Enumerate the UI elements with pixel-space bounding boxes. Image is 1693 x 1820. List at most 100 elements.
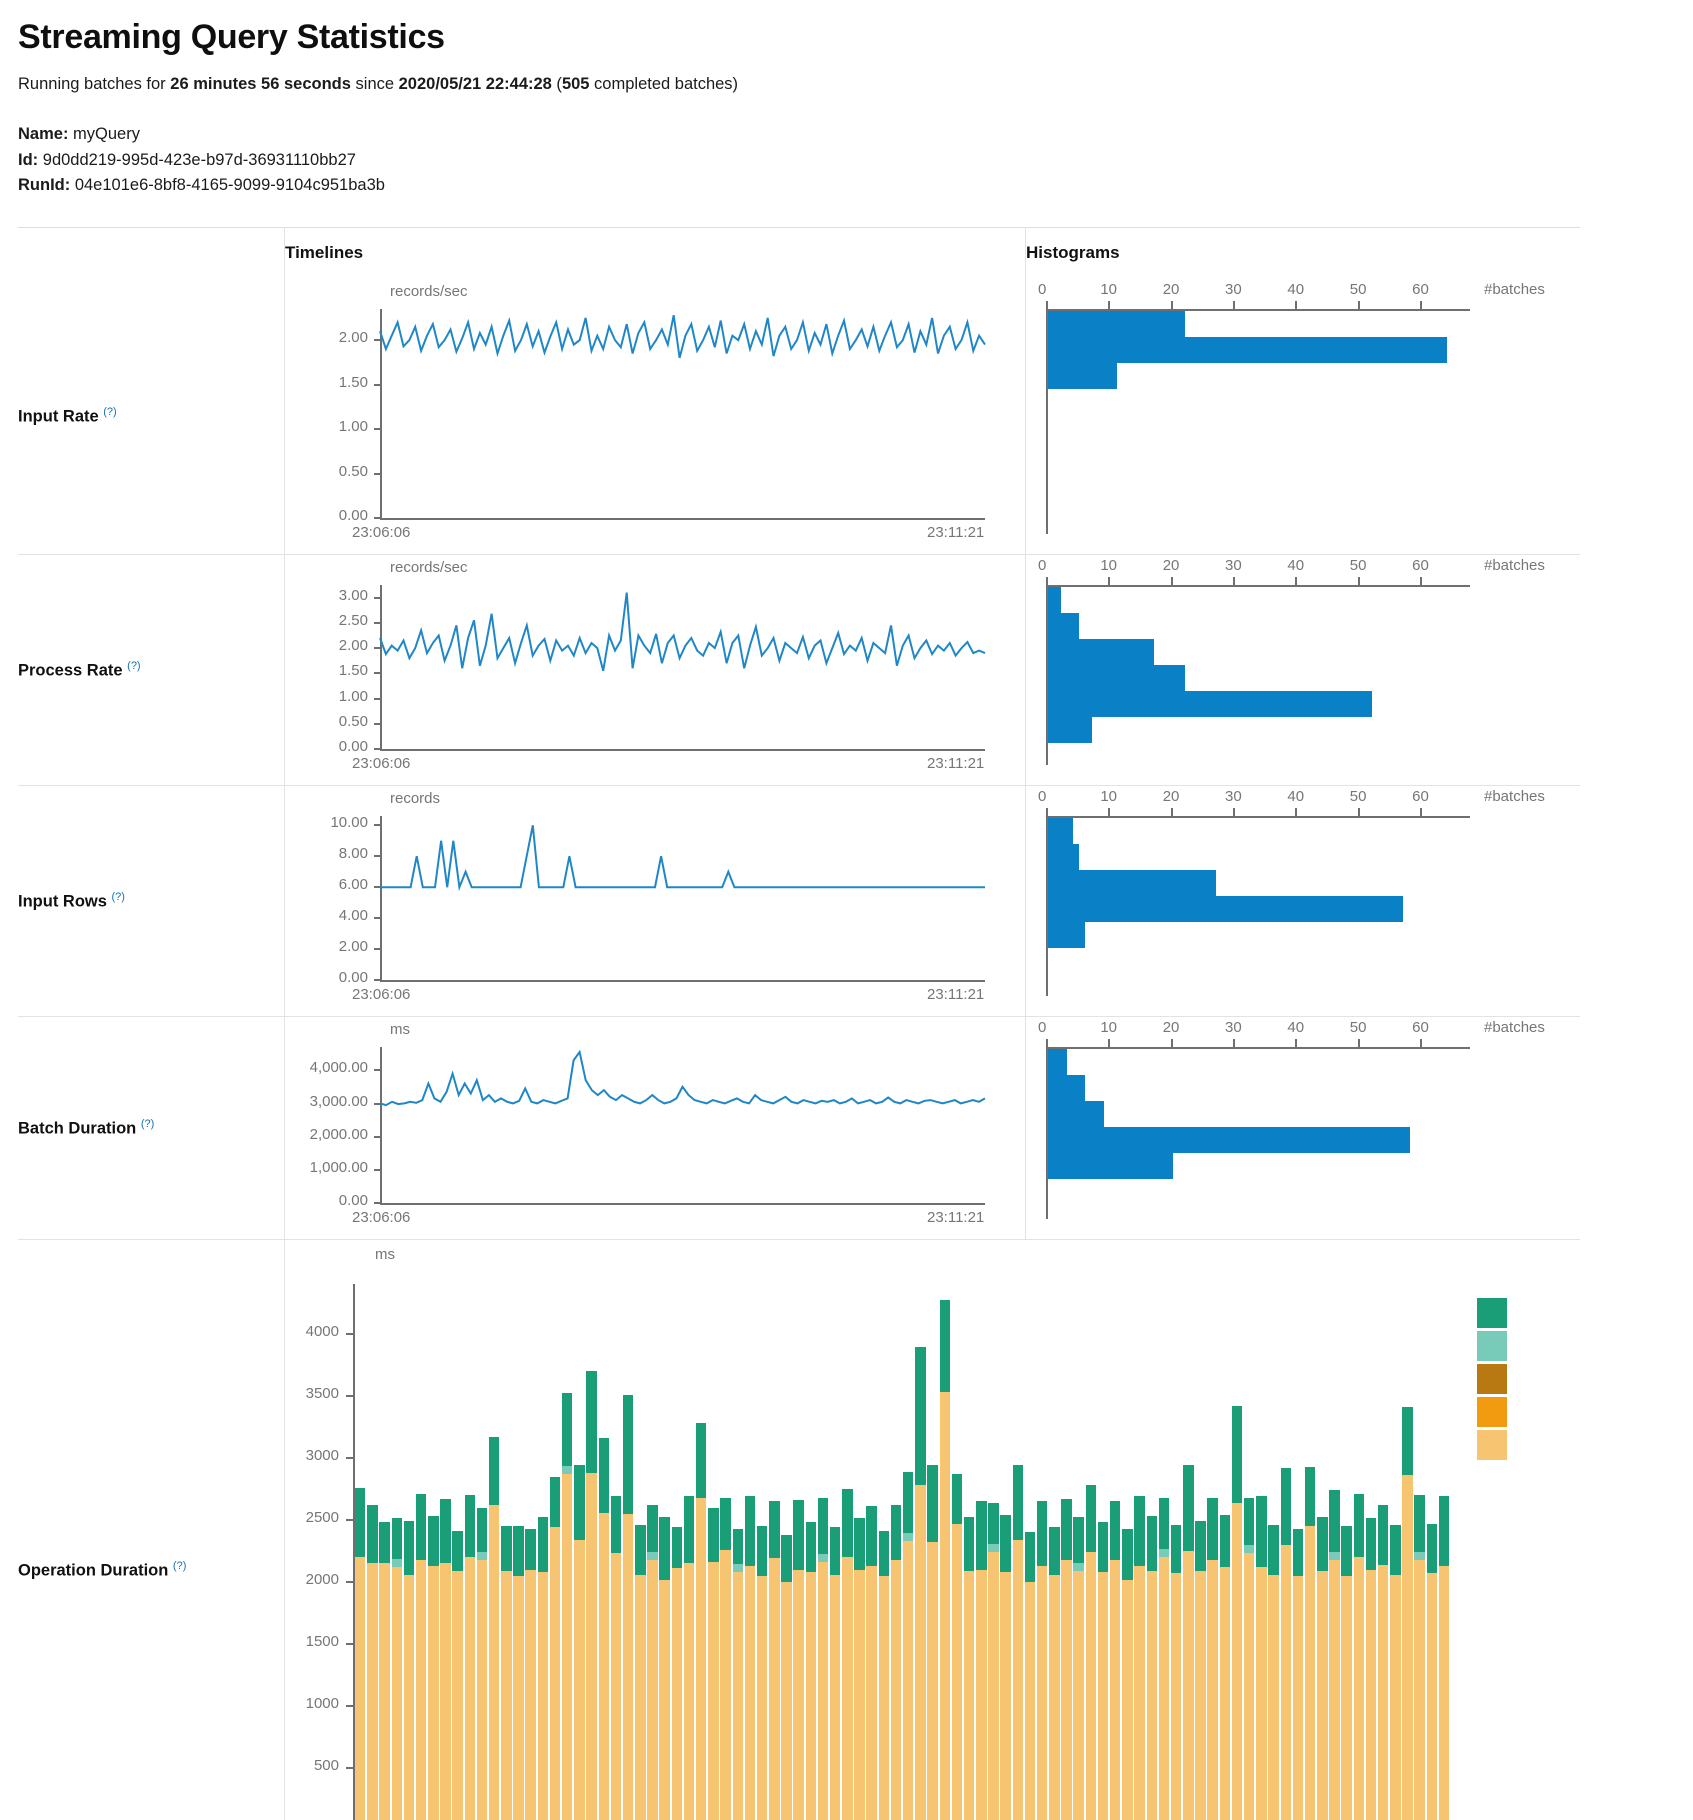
operation-bar-top: [781, 1534, 792, 1583]
y-tick-label: 2,000.00: [309, 1125, 368, 1143]
operation-bar-top: [793, 1500, 804, 1570]
operation-bar-base: [1438, 1565, 1450, 1820]
histogram-bar: [1048, 665, 1186, 692]
histogram-tick-label: 40: [1287, 281, 1305, 299]
metric-label-input-rows: Input Rows (?): [18, 785, 285, 1018]
operation-bar-top: [878, 1531, 890, 1576]
y-tick: [374, 383, 381, 386]
operation-bar-base: [549, 1527, 561, 1820]
operation-bar-base: [562, 1474, 573, 1820]
operation-bar-base: [683, 1563, 695, 1820]
operation-bar-base: [1426, 1573, 1438, 1820]
histogram-cell-process-rate: 0 10 20 30 40 50 60 #batches: [1025, 554, 1580, 787]
operation-duration-cell: ms0500100015002000250030003500400023:06:…: [285, 1240, 1581, 1820]
operation-duration-unit-label: ms: [375, 1246, 395, 1264]
y-axis-line: [380, 309, 382, 519]
histogram-bar: [1048, 844, 1080, 871]
histogram-bar: [1048, 1049, 1067, 1076]
legend-swatch[interactable]: [1477, 1397, 1507, 1428]
y-tick: [374, 1102, 381, 1105]
operation-bar-base: [951, 1523, 963, 1820]
operation-duration-bars: [355, 1284, 1451, 1820]
operation-bar-top: [1280, 1467, 1291, 1545]
operation-bar-base: [708, 1562, 719, 1820]
histogram-bar: [1048, 337, 1448, 364]
operation-bar-top: [817, 1497, 829, 1563]
y-tick: [374, 339, 381, 342]
y-tick: [374, 948, 381, 951]
operation-bar-base: [415, 1559, 427, 1820]
histogram-tick: [1046, 301, 1048, 310]
timeline-cell-input-rows: records 0.00 2.00 4.00 6.00 8.00 10.00 23:06:06…: [284, 785, 1026, 1018]
x-tick-label-end: 23:11:21: [927, 986, 985, 1004]
y-tick: [374, 517, 381, 520]
x-tick-label-end: 23:11:21: [927, 1209, 985, 1227]
histogram-bar: [1048, 896, 1404, 923]
y-tick-label: 500: [313, 1757, 339, 1775]
operation-bar-base: [1183, 1551, 1194, 1820]
legend-swatch[interactable]: [1477, 1298, 1507, 1329]
operation-duration-chart: ms0500100015002000250030003500400023:06:…: [285, 1240, 1579, 1820]
operation-bar-top: [695, 1423, 707, 1498]
operation-bar-base: [501, 1570, 512, 1820]
histogram-tick: [1295, 301, 1298, 310]
timeline-series-path: [380, 825, 985, 892]
help-icon[interactable]: (?): [103, 406, 117, 419]
help-icon[interactable]: (?): [140, 1117, 155, 1130]
operation-bar-top: [415, 1493, 427, 1560]
operation-bar-base: [817, 1562, 829, 1820]
table-header-row: Timelines Histograms: [18, 227, 1580, 280]
histogram-tick-label: 60: [1412, 281, 1429, 299]
table-row: Input Rows (?) records 0.00 2.00 4.00 6.00 8.0…: [18, 785, 1580, 1018]
x-tick-label-start: 23:06:06: [352, 755, 411, 773]
operation-bar-top: [1170, 1524, 1182, 1574]
operation-bar-base: [695, 1497, 707, 1820]
query-name-label: Name:: [18, 125, 69, 143]
legend-swatch[interactable]: [1477, 1430, 1507, 1461]
operation-bar-base: [805, 1572, 817, 1820]
operation-bar-top: [1353, 1493, 1365, 1558]
histogram-tick: [1170, 808, 1173, 817]
help-icon[interactable]: (?): [127, 659, 141, 672]
histogram-tick: [1170, 577, 1173, 586]
help-icon[interactable]: (?): [172, 1559, 187, 1572]
y-tick: [374, 1168, 381, 1171]
y-tick: [374, 647, 381, 650]
y-tick-label: 0.00: [338, 969, 368, 987]
operation-bar-top: [1317, 1517, 1328, 1571]
operation-bar-base: [1256, 1567, 1267, 1820]
operation-bar-top: [1073, 1517, 1084, 1571]
histogram-tick-label: 20: [1162, 788, 1180, 806]
histogram-tick-label: 30: [1225, 557, 1242, 575]
y-tick-label: 3000: [305, 1446, 339, 1464]
legend-swatch[interactable]: [1477, 1364, 1507, 1395]
y-tick-label: 1.50: [338, 662, 368, 680]
legend-swatch[interactable]: [1477, 1331, 1507, 1362]
histogram-tick: [1108, 301, 1111, 310]
histogram-tick-label: 0: [1038, 281, 1047, 299]
histogram-tick-label: 50: [1349, 788, 1367, 806]
help-icon[interactable]: (?): [111, 890, 125, 903]
histogram-bar: [1048, 922, 1086, 949]
query-runid-label: RunId:: [18, 176, 71, 195]
y-tick-label: 3500: [305, 1384, 339, 1402]
operation-bar-top: [927, 1465, 938, 1543]
histogram-cell-batch-duration: 0 10 20 30 40 50 60 #batches: [1025, 1016, 1580, 1241]
operation-bar-top: [1390, 1524, 1401, 1575]
timeline-unit-label-input-rate: records/sec: [390, 283, 468, 301]
histogram-axis-line: [1046, 585, 1470, 588]
operation-bar-base: [488, 1505, 500, 1820]
operation-bar-top: [963, 1517, 975, 1571]
operation-bar-base: [1049, 1574, 1060, 1820]
histogram-chart-batch-duration: 0 10 20 30 40 50 60 #batches: [1026, 1017, 1580, 1239]
operation-bar-base: [1317, 1570, 1328, 1820]
operation-bar-base: [756, 1575, 768, 1820]
operation-bar-base: [428, 1565, 439, 1820]
y-tick-label: 3,000.00: [309, 1092, 368, 1110]
histogram-axis-caption: #batches: [1484, 1019, 1545, 1037]
histogram-axis-line: [1046, 816, 1470, 819]
operation-bar-top: [391, 1517, 402, 1568]
histogram-tick: [1170, 301, 1173, 310]
operation-bar-top: [915, 1347, 926, 1486]
operation-bar-base: [1073, 1570, 1084, 1820]
